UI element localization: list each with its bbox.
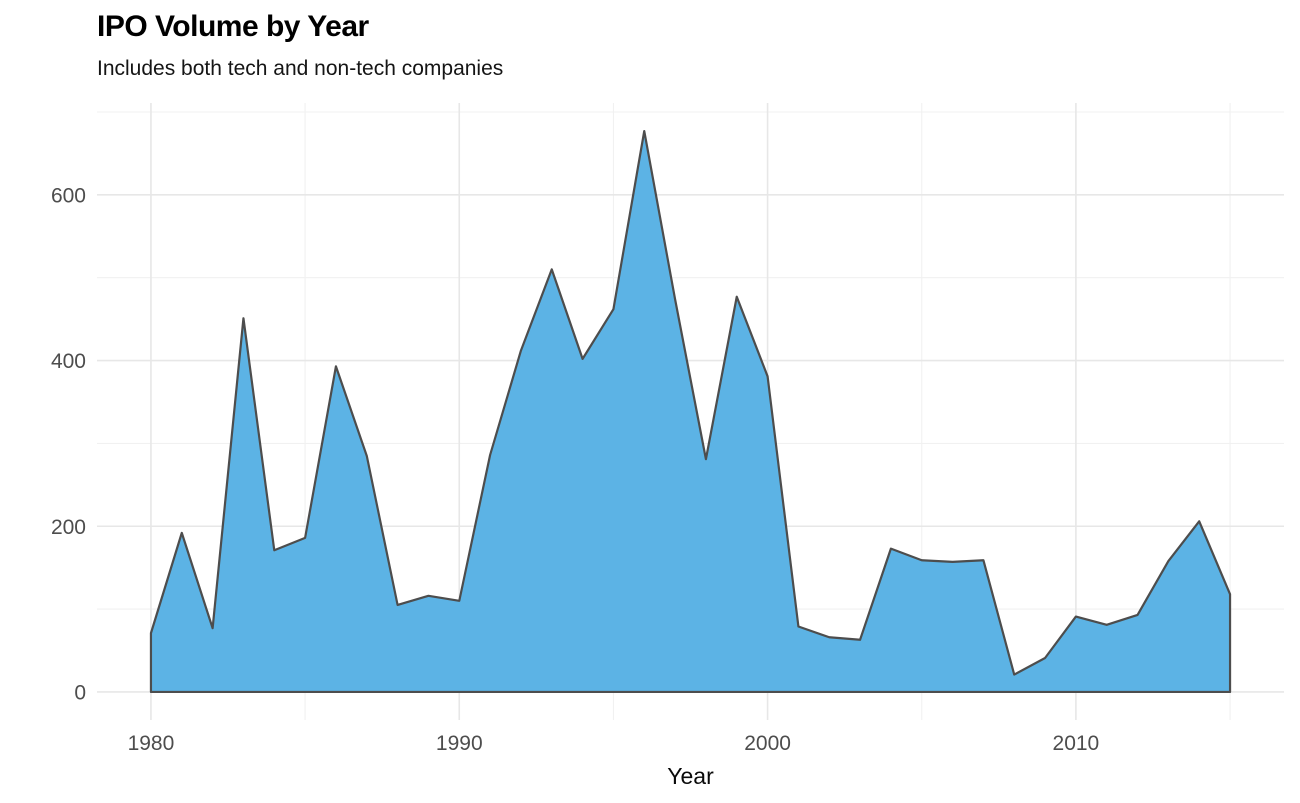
y-tick-label: 200: [51, 516, 86, 539]
y-tick-label: 0: [74, 681, 86, 704]
x-tick-label: 1980: [128, 732, 175, 755]
chart-title: IPO Volume by Year: [97, 10, 369, 43]
x-axis-title: Year: [667, 763, 714, 789]
x-tick-label: 1990: [436, 732, 483, 755]
area-series: [149, 129, 1232, 694]
x-tick-label: 2000: [744, 732, 791, 755]
chart-subtitle: Includes both tech and non-tech companie…: [97, 57, 504, 80]
y-tick-label: 400: [51, 350, 86, 373]
y-tick-label: 600: [51, 184, 86, 207]
x-tick-label: 2010: [1053, 732, 1100, 755]
